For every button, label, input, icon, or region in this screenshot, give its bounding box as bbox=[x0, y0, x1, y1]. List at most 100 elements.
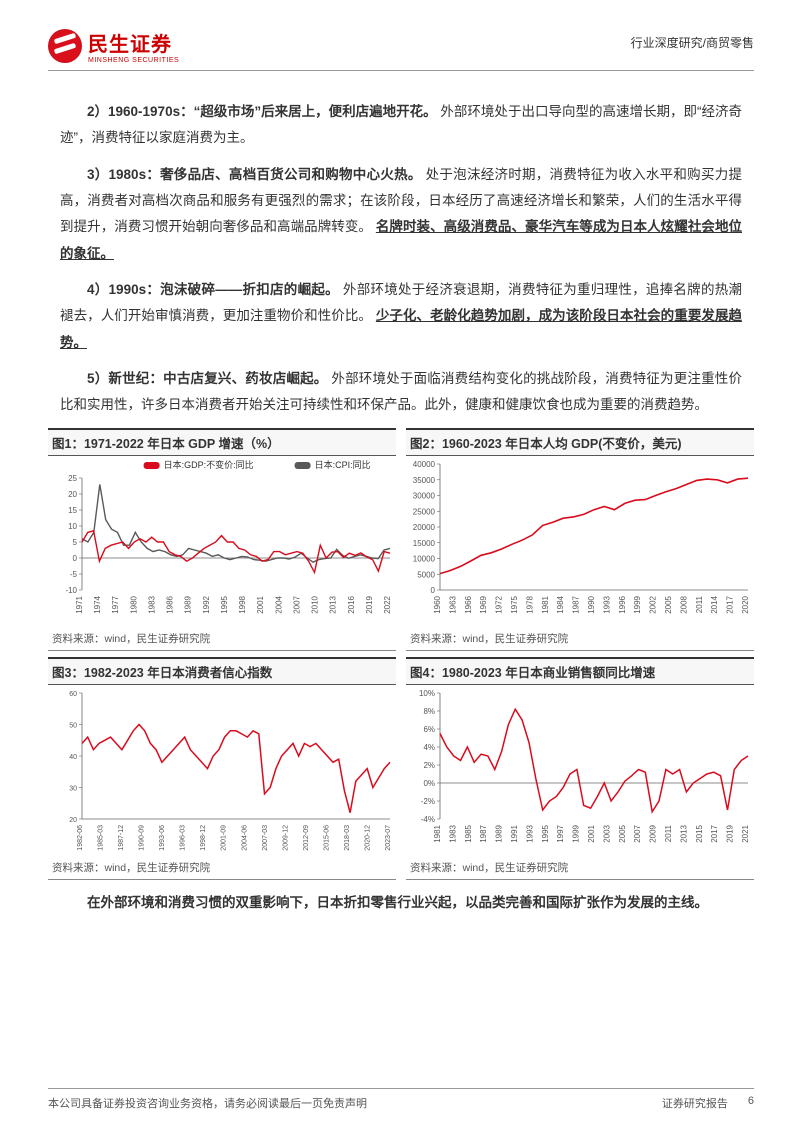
chart-3-title: 图3：1982-2023 年日本消费者信心指数 bbox=[48, 657, 396, 685]
para-4: 4）1990s：泡沫破碎——折扣店的崛起。 外部环境处于经济衰退期，消费特征为重… bbox=[60, 277, 742, 356]
svg-text:-2%: -2% bbox=[421, 797, 435, 806]
svg-text:1995: 1995 bbox=[220, 596, 229, 614]
svg-text:2011: 2011 bbox=[695, 596, 704, 614]
svg-text:1991: 1991 bbox=[510, 825, 519, 843]
svg-text:2019: 2019 bbox=[365, 596, 374, 614]
svg-text:0: 0 bbox=[431, 586, 436, 595]
para-3-lead: 3）1980s：奢侈品店、高档百货公司和购物中心火热。 bbox=[87, 167, 422, 182]
svg-text:1975: 1975 bbox=[510, 596, 519, 614]
svg-text:2001: 2001 bbox=[587, 825, 596, 843]
doc-category: 行业深度研究/商贸零售 bbox=[631, 34, 754, 51]
chart-3: 图3：1982-2023 年日本消费者信心指数 20304050601982-0… bbox=[48, 657, 396, 880]
svg-text:1985-03: 1985-03 bbox=[98, 825, 105, 851]
svg-text:2019: 2019 bbox=[726, 825, 735, 843]
svg-text:20: 20 bbox=[69, 817, 77, 824]
svg-text:10: 10 bbox=[68, 522, 77, 531]
chart-2-svg: 0500010000150002000025000300003500040000… bbox=[406, 456, 754, 624]
svg-text:2%: 2% bbox=[423, 761, 435, 770]
svg-text:2022: 2022 bbox=[383, 596, 392, 614]
svg-text:1981: 1981 bbox=[433, 825, 442, 843]
svg-text:1960: 1960 bbox=[433, 596, 442, 614]
svg-text:1982-06: 1982-06 bbox=[77, 825, 84, 851]
svg-text:2005: 2005 bbox=[664, 596, 673, 614]
svg-text:2020-12: 2020-12 bbox=[364, 825, 371, 851]
body-text: 2）1960-1970s：“超级市场”后来居上，便利店遍地开花。 外部环境处于出… bbox=[60, 99, 742, 418]
svg-text:30000: 30000 bbox=[413, 492, 436, 501]
para-2: 2）1960-1970s：“超级市场”后来居上，便利店遍地开花。 外部环境处于出… bbox=[60, 99, 742, 152]
svg-text:2004: 2004 bbox=[274, 596, 283, 614]
chart-1: 图1：1971-2022 年日本 GDP 增速（%） -10-505101520… bbox=[48, 428, 396, 651]
svg-text:1999: 1999 bbox=[572, 825, 581, 843]
svg-text:1993: 1993 bbox=[602, 596, 611, 614]
svg-text:2015-06: 2015-06 bbox=[323, 825, 330, 851]
para-3: 3）1980s：奢侈品店、高档百货公司和购物中心火热。 处于泡沫经济时期，消费特… bbox=[60, 162, 742, 267]
chart-2: 图2：1960-2023 年日本人均 GDP(不变价，美元) 050001000… bbox=[406, 428, 754, 651]
svg-text:2014: 2014 bbox=[710, 596, 719, 614]
svg-text:1980: 1980 bbox=[129, 596, 138, 614]
svg-text:2001: 2001 bbox=[256, 596, 265, 614]
closing-text: 在外部环境和消费习惯的双重影响下，日本折扣零售行业兴起，以品类完善和国际扩张作为… bbox=[60, 890, 742, 916]
svg-text:1969: 1969 bbox=[479, 596, 488, 614]
svg-text:1989: 1989 bbox=[495, 825, 504, 843]
svg-text:2013: 2013 bbox=[679, 825, 688, 843]
svg-text:1990: 1990 bbox=[587, 596, 596, 614]
svg-text:2023-07: 2023-07 bbox=[385, 825, 392, 851]
footer-disclaimer: 本公司具备证券投资咨询业务资格，请务必阅读最后一页免责声明 bbox=[48, 1095, 367, 1111]
svg-text:2020: 2020 bbox=[741, 596, 750, 614]
chart-2-title: 图2：1960-2023 年日本人均 GDP(不变价，美元) bbox=[406, 428, 754, 456]
svg-text:2021: 2021 bbox=[741, 825, 750, 843]
para-5: 5）新世纪：中古店复兴、药妆店崛起。 外部环境处于面临消费结构变化的挑战阶段，消… bbox=[60, 366, 742, 419]
chart-4: 图4：1980-2023 年日本商业销售额同比增速 -4%-2%0%2%4%6%… bbox=[406, 657, 754, 880]
svg-text:2007: 2007 bbox=[633, 825, 642, 843]
svg-text:5: 5 bbox=[73, 538, 78, 547]
svg-text:1985: 1985 bbox=[464, 825, 473, 843]
svg-text:1993-06: 1993-06 bbox=[159, 825, 166, 851]
svg-text:2002: 2002 bbox=[649, 596, 658, 614]
svg-text:1989: 1989 bbox=[184, 596, 193, 614]
svg-text:2009: 2009 bbox=[649, 825, 658, 843]
svg-text:2009-12: 2009-12 bbox=[282, 825, 289, 851]
charts-grid: 图1：1971-2022 年日本 GDP 增速（%） -10-505101520… bbox=[48, 428, 754, 880]
svg-text:1977: 1977 bbox=[111, 596, 120, 614]
chart-1-svg: -10-505101520251971197419771980198319861… bbox=[48, 456, 396, 624]
chart-1-source: 资料来源：wind，民生证券研究院 bbox=[48, 629, 396, 651]
svg-text:20000: 20000 bbox=[413, 523, 436, 532]
chart-3-source: 资料来源：wind，民生证券研究院 bbox=[48, 858, 396, 880]
svg-text:1998: 1998 bbox=[238, 596, 247, 614]
svg-text:2017: 2017 bbox=[710, 825, 719, 843]
svg-text:1990-09: 1990-09 bbox=[139, 825, 146, 851]
svg-text:1996-03: 1996-03 bbox=[180, 825, 187, 851]
svg-text:15000: 15000 bbox=[413, 539, 436, 548]
svg-text:2005: 2005 bbox=[618, 825, 627, 843]
page-footer: 本公司具备证券投资咨询业务资格，请务必阅读最后一页免责声明 证券研究报告 6 bbox=[48, 1088, 754, 1111]
svg-text:2015: 2015 bbox=[695, 825, 704, 843]
svg-text:-5: -5 bbox=[70, 570, 78, 579]
svg-text:1966: 1966 bbox=[464, 596, 473, 614]
svg-text:1999: 1999 bbox=[633, 596, 642, 614]
chart-4-title: 图4：1980-2023 年日本商业销售额同比增速 bbox=[406, 657, 754, 685]
svg-text:1984: 1984 bbox=[556, 596, 565, 614]
svg-text:1987-12: 1987-12 bbox=[118, 825, 125, 851]
svg-text:35000: 35000 bbox=[413, 476, 436, 485]
svg-text:1987: 1987 bbox=[572, 596, 581, 614]
svg-text:2010: 2010 bbox=[311, 596, 320, 614]
svg-text:40000: 40000 bbox=[413, 460, 436, 469]
svg-text:1993: 1993 bbox=[525, 825, 534, 843]
svg-text:1996: 1996 bbox=[618, 596, 627, 614]
svg-text:2004-06: 2004-06 bbox=[241, 825, 248, 851]
svg-text:1983: 1983 bbox=[448, 825, 457, 843]
svg-text:60: 60 bbox=[69, 691, 77, 698]
para-4-lead: 4）1990s：泡沫破碎——折扣店的崛起。 bbox=[87, 282, 339, 297]
svg-text:2007: 2007 bbox=[292, 596, 301, 614]
chart-4-svg: -4%-2%0%2%4%6%8%10%198119831985198719891… bbox=[406, 685, 754, 853]
svg-text:2011: 2011 bbox=[664, 825, 673, 843]
logo-icon bbox=[48, 29, 82, 63]
svg-text:1987: 1987 bbox=[479, 825, 488, 843]
svg-text:20: 20 bbox=[68, 490, 77, 499]
svg-text:0%: 0% bbox=[423, 779, 435, 788]
svg-text:10%: 10% bbox=[419, 689, 435, 698]
svg-text:0: 0 bbox=[73, 554, 78, 563]
svg-text:4%: 4% bbox=[423, 743, 435, 752]
para-5-lead: 5）新世纪：中古店复兴、药妆店崛起。 bbox=[87, 371, 327, 386]
svg-text:30: 30 bbox=[69, 786, 77, 793]
